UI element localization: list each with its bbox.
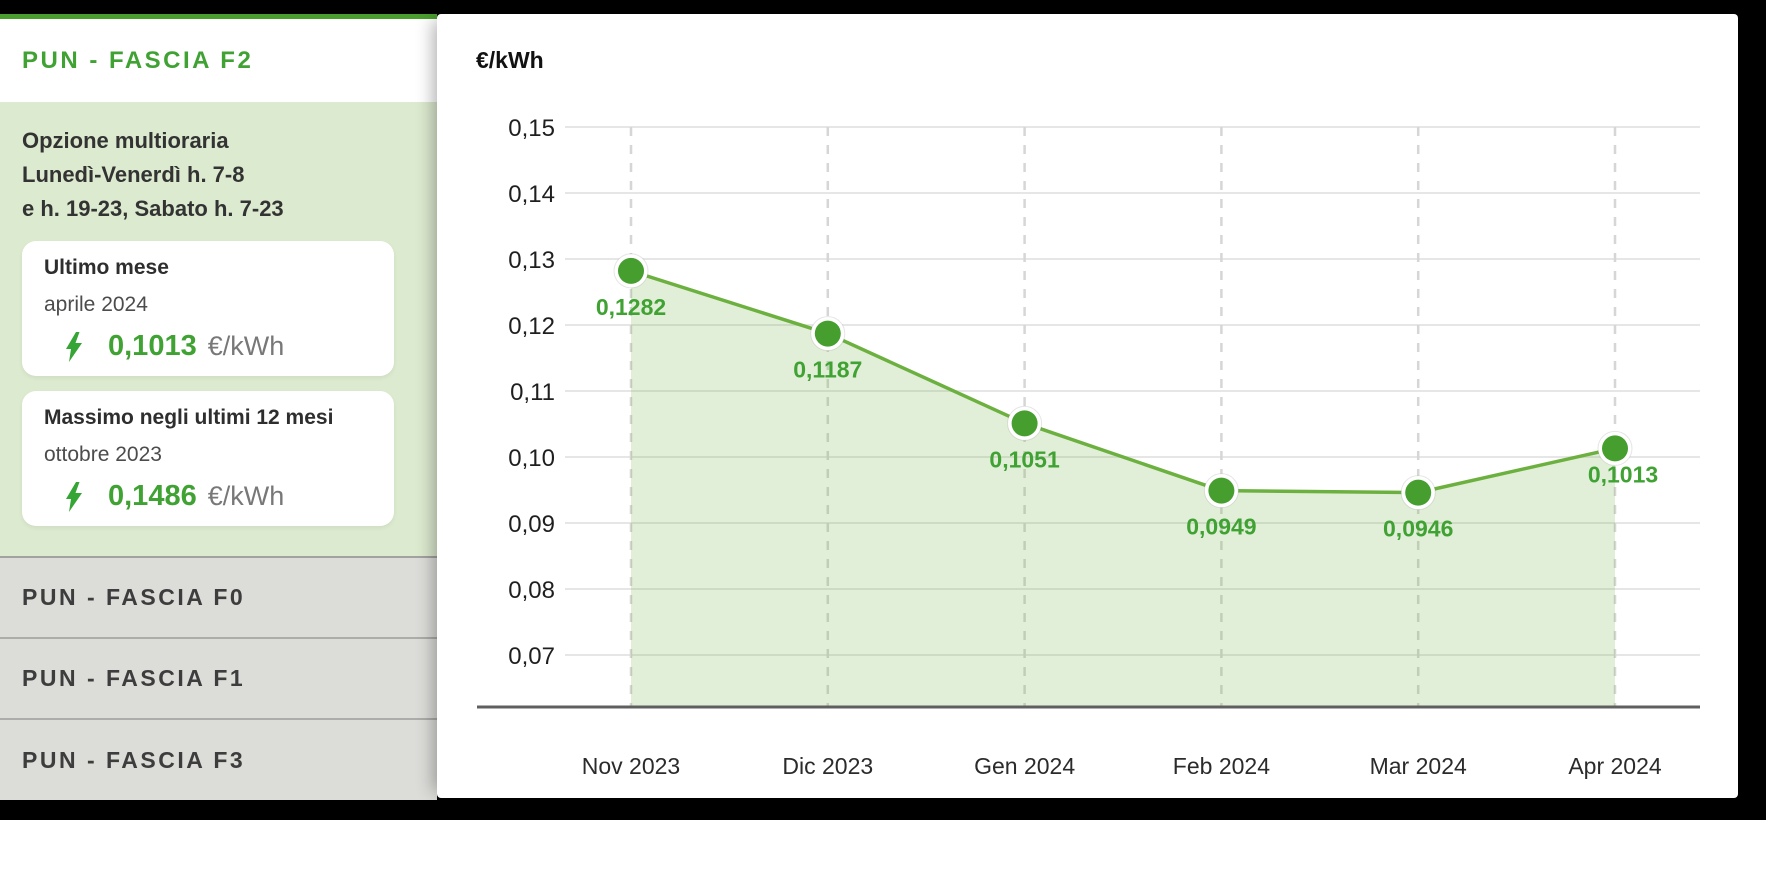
tab-pun-fascia-f2-active[interactable]: PUN - FASCIA F2 [0, 19, 437, 102]
card-value-row: 0,1013 €/kWh [44, 330, 394, 363]
price-unit: €/kWh [207, 481, 285, 511]
tariff-option-description: Opzione multioraria Lunedì-Venerdì h. 7-… [0, 122, 437, 226]
tab-pun-fascia-f1[interactable]: PUN - FASCIA F1 [0, 639, 437, 720]
option-line-2: Lunedì-Venerdì h. 7-8 [22, 162, 245, 187]
card-value-row: 0,1486 €/kWh [44, 480, 394, 513]
svg-text:0,1051: 0,1051 [989, 446, 1060, 472]
sidebar: PUN - FASCIA F2 Opzione multioraria Lune… [0, 14, 437, 800]
svg-text:0,0946: 0,0946 [1383, 516, 1453, 542]
svg-text:0,10: 0,10 [508, 445, 555, 472]
price-line-chart: 0,15 0,14 0,13 0,12 0,11 0,10 0,09 0,08 0,07 0,12… [477, 115, 1700, 779]
option-line-1: Opzione multioraria [22, 128, 229, 153]
card-period: aprile 2024 [44, 293, 148, 316]
svg-text:0,0949: 0,0949 [1186, 514, 1256, 540]
svg-text:0,08: 0,08 [508, 577, 555, 604]
card-period: ottobre 2023 [44, 443, 162, 466]
card-title: Massimo negli ultimi 12 mesi [44, 406, 334, 429]
tab-pun-fascia-f3[interactable]: PUN - FASCIA F3 [22, 747, 246, 773]
svg-text:0,15: 0,15 [508, 115, 555, 142]
app-frame: PUN - FASCIA F2 Opzione multioraria Lune… [0, 0, 1766, 820]
lightning-icon [66, 331, 82, 362]
lightning-icon [66, 481, 82, 512]
svg-text:Feb 2024: Feb 2024 [1173, 753, 1270, 779]
price-value: 0,1486 [108, 480, 197, 512]
svg-text:0,1013: 0,1013 [1588, 461, 1658, 487]
active-tab-label: PUN - FASCIA F2 [22, 46, 254, 74]
svg-text:0,09: 0,09 [508, 511, 555, 538]
option-line-3: e h. 19-23, Sabato h. 7-23 [22, 196, 284, 221]
chart-axis-title: €/kWh [476, 47, 544, 73]
chart-card: €/kWh 0,15 0,14 0,13 0,12 0,11 0,10 0,09 0,08 0,… [437, 14, 1738, 798]
svg-text:0,14: 0,14 [508, 181, 555, 208]
svg-text:Nov 2023: Nov 2023 [582, 753, 680, 779]
svg-text:0,1187: 0,1187 [793, 357, 862, 383]
svg-text:Apr 2024: Apr 2024 [1568, 753, 1662, 779]
tariff-option-panel: Opzione multioraria Lunedì-Venerdì h. 7-… [0, 102, 437, 556]
max-12-months-card: Massimo negli ultimi 12 mesi ottobre 202… [22, 391, 394, 526]
svg-text:Mar 2024: Mar 2024 [1370, 753, 1467, 779]
card-title: Ultimo mese [44, 256, 169, 279]
svg-text:0,12: 0,12 [508, 313, 555, 340]
latest-month-card: Ultimo mese aprile 2024 0,1013 €/kWh [22, 241, 394, 376]
svg-text:0,11: 0,11 [510, 379, 555, 406]
tab-pun-fascia-f0[interactable]: PUN - FASCIA F0 [0, 558, 437, 639]
svg-text:Gen 2024: Gen 2024 [974, 753, 1075, 779]
svg-text:Dic 2023: Dic 2023 [782, 753, 873, 779]
price-unit: €/kWh [207, 331, 285, 361]
svg-text:0,13: 0,13 [508, 247, 555, 274]
price-value: 0,1013 [108, 330, 197, 362]
svg-text:0,07: 0,07 [508, 643, 555, 670]
svg-text:0,1282: 0,1282 [596, 294, 666, 320]
fascia-tab-list: PUN - FASCIA F0 PUN - FASCIA F1 PUN - FA… [0, 556, 437, 800]
